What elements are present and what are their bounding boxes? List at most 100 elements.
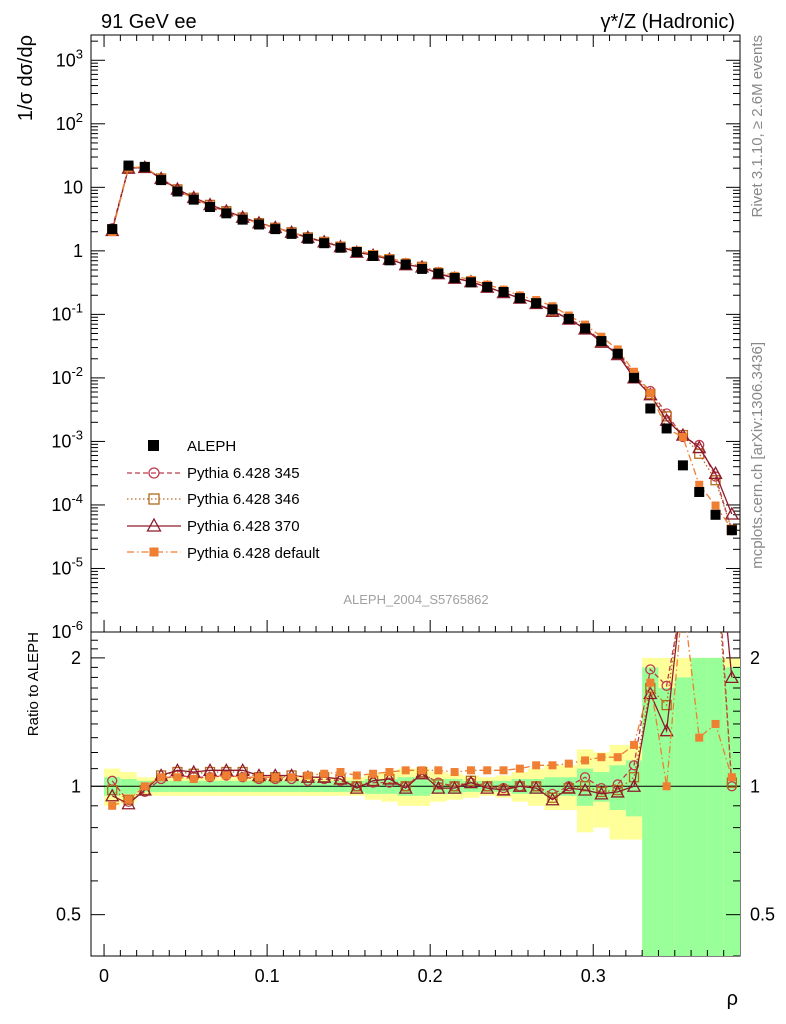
series-ratio-point xyxy=(349,780,364,794)
legend: ALEPH Pythia 6.428 345 Pythia 6.428 346 … xyxy=(127,438,320,562)
series-point xyxy=(708,465,723,479)
x-tick-label: 0 xyxy=(99,966,109,986)
y-tick-label: 103 xyxy=(56,46,83,70)
series-ratio-point xyxy=(661,699,672,711)
data-point xyxy=(465,277,476,288)
y-tick-label: 102 xyxy=(56,110,83,134)
series-ratio-point xyxy=(561,780,576,794)
legend-marker-370 xyxy=(146,517,162,532)
y-tick-label: 10-6 xyxy=(51,618,83,642)
legend-label-346: Pythia 6.428 346 xyxy=(187,491,300,508)
band-inner xyxy=(674,677,692,956)
rivet-label: Rivet 3.1.10, ≥ 2.6M events xyxy=(749,35,766,218)
y-tick-label: 10-1 xyxy=(51,300,83,324)
series-line-ratio xyxy=(111,632,733,805)
data-point xyxy=(139,161,150,172)
series-point xyxy=(678,432,687,441)
series-ratio-point xyxy=(646,678,655,687)
data-point xyxy=(270,224,281,235)
series-ratio-point xyxy=(512,778,527,792)
series-ratio-point xyxy=(206,773,215,782)
data-point xyxy=(726,525,737,536)
series-ratio-point xyxy=(303,771,312,780)
y-tick-label: 10-3 xyxy=(51,427,83,451)
series-ratio-point xyxy=(254,773,263,782)
ratio-axis-label: Ratio to ALEPH xyxy=(25,632,42,736)
data-point xyxy=(482,281,493,292)
series-ratio-point xyxy=(480,780,495,794)
data-point xyxy=(205,202,216,213)
data-point xyxy=(319,238,330,249)
series-ratio-point xyxy=(711,719,720,728)
right-title: γ*/Z (Hadronic) xyxy=(601,11,735,33)
band-inner xyxy=(723,667,740,956)
series-ratio-point xyxy=(124,795,133,804)
series-ratio-point xyxy=(107,784,118,796)
series-ratio-point xyxy=(577,782,593,796)
series-point xyxy=(646,389,655,398)
series-point xyxy=(695,480,704,489)
series-ratio-point xyxy=(545,792,560,806)
legend-label-aleph: ALEPH xyxy=(187,438,236,455)
series-ratio-point xyxy=(336,768,345,777)
series-ratio-point xyxy=(173,773,182,782)
series-ratio-point xyxy=(157,773,166,782)
series-point xyxy=(630,367,639,376)
data-point xyxy=(400,259,411,270)
band-inner xyxy=(658,687,675,956)
data-point xyxy=(384,255,395,266)
series-ratio-point xyxy=(499,766,508,775)
series-ratio-point xyxy=(287,773,296,782)
series-ratio-point xyxy=(613,753,622,762)
data-point xyxy=(188,194,199,205)
data-point xyxy=(172,186,183,197)
aleph-data xyxy=(107,160,737,536)
y-tick-label: 1 xyxy=(73,241,83,261)
series-ratio-point xyxy=(418,766,427,775)
data-point xyxy=(107,224,118,235)
series-ratio-point xyxy=(630,740,639,749)
main-plot-frame xyxy=(90,34,741,633)
axes-ticks: 0 0.1 0.2 0.3 10-6 10-5 10-4 10-3 10-2 10-1 1 10 102… xyxy=(51,35,775,986)
series-ratio-point xyxy=(450,768,459,777)
data-point xyxy=(547,304,558,315)
y-tick-label: 10-2 xyxy=(51,364,83,388)
legend-entry-346: Pythia 6.428 346 xyxy=(127,491,300,508)
series-ratio-point xyxy=(320,769,329,778)
data-point xyxy=(531,298,542,309)
series-ratio-point xyxy=(594,786,609,800)
band-inner xyxy=(576,768,594,806)
x-axis-label: ρ xyxy=(727,988,738,1010)
data-point xyxy=(286,228,297,239)
series-ratio-point xyxy=(483,766,492,775)
x-tick-label: 0.1 xyxy=(255,966,280,986)
series-0 xyxy=(107,162,737,807)
data-point xyxy=(221,208,232,219)
series-ratio-point xyxy=(447,780,462,794)
series-ratio-point xyxy=(564,759,573,768)
data-point xyxy=(253,219,264,230)
series-ratio-point xyxy=(612,779,623,790)
series-ratio-point xyxy=(645,664,656,675)
y-tick-label: 10-5 xyxy=(51,554,83,578)
data-point xyxy=(498,287,509,298)
series-ratio-point xyxy=(352,771,361,780)
series-ratio-point xyxy=(108,801,117,810)
series-ratio-point xyxy=(189,775,198,784)
data-point xyxy=(612,348,623,359)
series-ratio-point xyxy=(385,768,394,777)
series-ratio-point xyxy=(579,781,591,792)
data-point xyxy=(335,242,346,253)
band-inner xyxy=(691,657,708,956)
data-point xyxy=(661,423,672,434)
data-point xyxy=(563,313,574,324)
mcplots-label: mcplots.cern.ch [arXiv:1306.3436] xyxy=(749,342,766,569)
legend-marker-345 xyxy=(148,467,160,479)
series-ratio-point xyxy=(366,773,381,787)
series-ratio-point xyxy=(548,761,557,770)
data-point xyxy=(368,250,379,261)
data-point xyxy=(580,323,591,334)
series-ratio-point xyxy=(333,771,348,785)
series-ratio-point xyxy=(222,771,231,780)
